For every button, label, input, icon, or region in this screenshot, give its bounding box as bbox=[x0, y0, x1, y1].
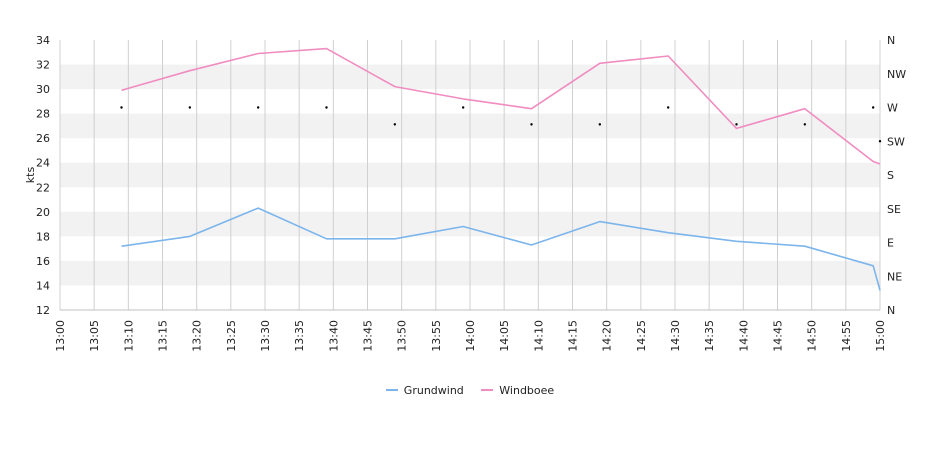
direction-point bbox=[120, 106, 123, 109]
y-tick-label: 20 bbox=[36, 206, 50, 219]
x-tick-label: 13:00 bbox=[54, 320, 67, 352]
direction-tick-label: S bbox=[887, 169, 894, 182]
x-tick-label: 14:10 bbox=[532, 320, 545, 352]
x-tick-label: 13:15 bbox=[157, 320, 170, 352]
legend: Grundwind Windboee bbox=[0, 384, 940, 397]
direction-point bbox=[393, 123, 397, 126]
x-tick-label: 14:40 bbox=[737, 320, 750, 352]
y-tick-label: 16 bbox=[36, 255, 50, 268]
y-tick-label: 34 bbox=[36, 34, 50, 47]
x-tick-label: 13:40 bbox=[327, 320, 340, 352]
x-tick-label: 13:20 bbox=[191, 320, 204, 352]
direction-tick-label: N bbox=[887, 304, 895, 317]
x-tick-label: 14:20 bbox=[601, 320, 614, 352]
x-tick-label: 14:05 bbox=[498, 320, 511, 352]
x-tick-label: 13:55 bbox=[430, 320, 443, 352]
x-tick-label: 14:55 bbox=[840, 320, 853, 352]
direction-point bbox=[256, 106, 260, 109]
x-tick-label: 13:30 bbox=[259, 320, 272, 352]
y-tick-label: 24 bbox=[36, 157, 50, 170]
y-tick-label: 28 bbox=[36, 108, 50, 121]
series-line-grundwind bbox=[121, 207, 881, 291]
x-tick-label: 13:05 bbox=[88, 320, 101, 352]
x-tick-label: 13:50 bbox=[396, 320, 409, 352]
y-tick-label: 30 bbox=[36, 83, 50, 96]
x-tick-label: 13:10 bbox=[122, 320, 135, 352]
direction-tick-label: E bbox=[887, 237, 894, 250]
x-tick-label: 15:00 bbox=[874, 320, 887, 352]
direction-point bbox=[878, 140, 882, 143]
direction-point bbox=[871, 106, 875, 109]
x-tick-label: 14:50 bbox=[806, 320, 819, 352]
legend-item-grundwind[interactable]: Grundwind bbox=[385, 384, 464, 397]
legend-label-grundwind: Grundwind bbox=[403, 384, 464, 397]
y-tick-label: 26 bbox=[36, 132, 50, 145]
y-tick-label: 12 bbox=[36, 304, 50, 317]
x-tick-label: 14:15 bbox=[567, 320, 580, 352]
legend-swatch-grundwind bbox=[385, 389, 398, 391]
y-tick-label: 18 bbox=[36, 230, 50, 243]
direction-point bbox=[735, 123, 738, 126]
direction-point bbox=[461, 106, 465, 109]
legend-item-windboee[interactable]: Windboee bbox=[481, 384, 554, 397]
y-tick-label: 14 bbox=[36, 279, 50, 292]
x-tick-label: 14:35 bbox=[703, 320, 716, 352]
direction-point bbox=[666, 106, 670, 109]
direction-tick-label: SE bbox=[887, 203, 901, 216]
legend-label-windboee: Windboee bbox=[499, 384, 555, 397]
direction-point bbox=[803, 123, 807, 126]
x-tick-label: 13:45 bbox=[362, 320, 375, 352]
x-tick-label: 14:30 bbox=[669, 320, 682, 352]
direction-tick-label: N bbox=[887, 34, 895, 47]
direction-tick-label: SW bbox=[887, 135, 905, 148]
x-tick-label: 13:35 bbox=[293, 320, 306, 352]
direction-tick-label: W bbox=[887, 102, 898, 115]
direction-point bbox=[188, 106, 192, 109]
direction-point bbox=[598, 123, 602, 126]
x-tick-label: 14:45 bbox=[772, 320, 785, 352]
direction-tick-label: NW bbox=[887, 68, 906, 81]
direction-tick-label: NE bbox=[887, 270, 902, 283]
x-tick-label: 14:25 bbox=[635, 320, 648, 352]
x-tick-label: 13:25 bbox=[225, 320, 238, 352]
direction-point bbox=[530, 123, 533, 126]
x-tick-label: 14:00 bbox=[464, 320, 477, 352]
legend-swatch-windboee bbox=[481, 389, 494, 391]
y-tick-label: 32 bbox=[36, 59, 50, 72]
series-line-windboee bbox=[121, 47, 881, 165]
direction-point bbox=[325, 106, 328, 109]
y-tick-label: 22 bbox=[36, 181, 50, 194]
y-axis-label: kts bbox=[24, 167, 37, 184]
